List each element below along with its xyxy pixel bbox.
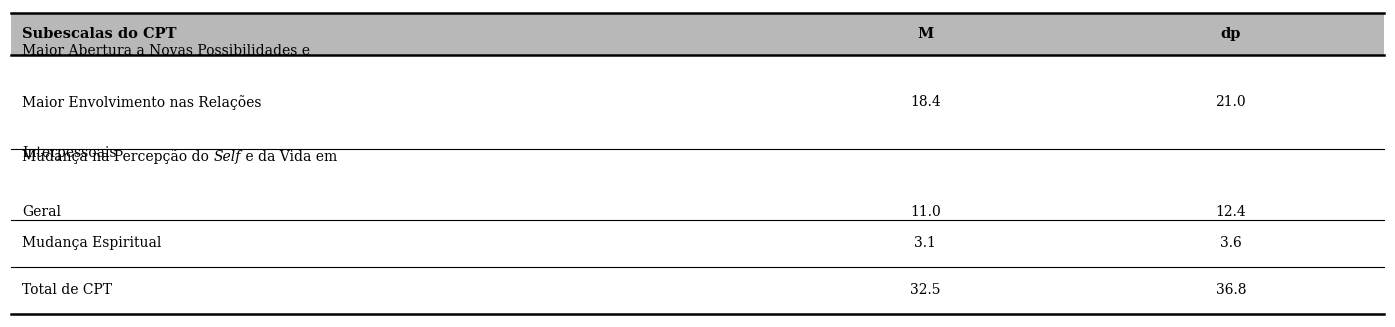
Text: dp: dp — [1221, 27, 1242, 41]
Text: 12.4: 12.4 — [1215, 205, 1246, 219]
Text: Interpessoais: Interpessoais — [22, 146, 117, 160]
Text: Subescalas do CPT: Subescalas do CPT — [22, 27, 177, 41]
Text: Mudança na Percepção do: Mudança na Percepção do — [22, 149, 213, 164]
Text: 3.6: 3.6 — [1219, 236, 1242, 250]
Text: 3.1: 3.1 — [915, 236, 936, 250]
Text: 18.4: 18.4 — [910, 95, 940, 109]
Text: e da Vida em: e da Vida em — [241, 149, 338, 164]
Text: Mudança Espiritual: Mudança Espiritual — [22, 236, 162, 250]
Text: 11.0: 11.0 — [910, 205, 940, 219]
Text: 36.8: 36.8 — [1215, 283, 1246, 297]
Bar — [11, 13, 1384, 55]
Text: 32.5: 32.5 — [910, 283, 940, 297]
Text: Maior Abertura a Novas Possibilidades e: Maior Abertura a Novas Possibilidades e — [22, 44, 310, 59]
Text: Maior Envolvimento nas Relações: Maior Envolvimento nas Relações — [22, 95, 262, 110]
Text: Self: Self — [213, 149, 241, 164]
Text: Total de CPT: Total de CPT — [22, 283, 113, 297]
Text: Geral: Geral — [22, 205, 61, 219]
Text: M: M — [918, 27, 933, 41]
Text: 21.0: 21.0 — [1215, 95, 1246, 109]
